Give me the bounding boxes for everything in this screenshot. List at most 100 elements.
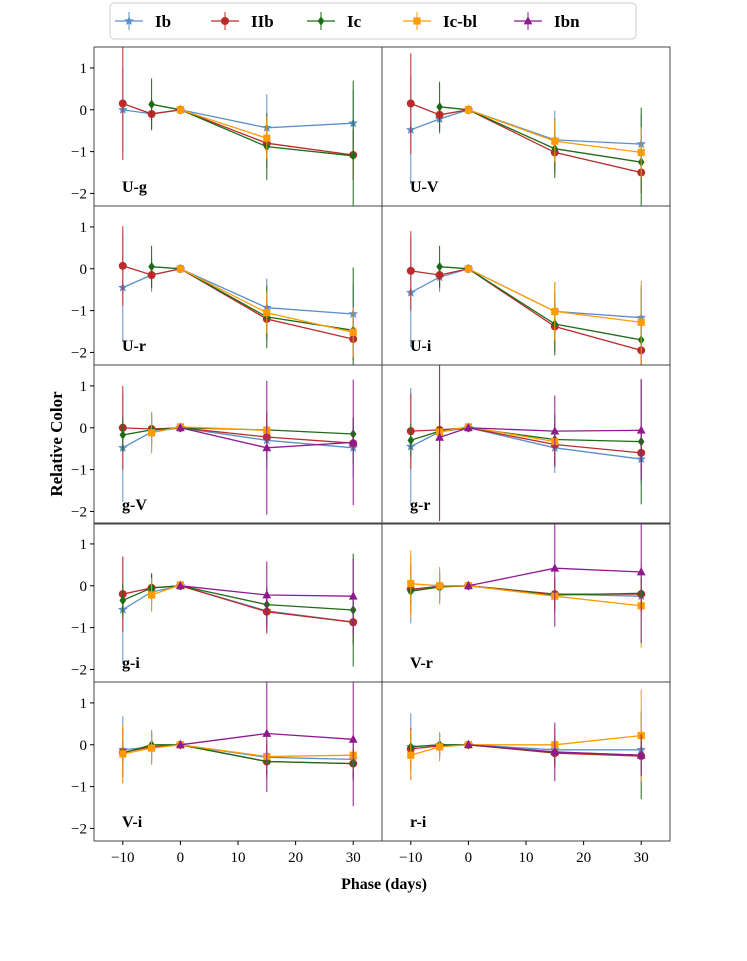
legend-marker-square [413, 17, 421, 25]
y-axis-label: Relative Color [47, 391, 66, 497]
legend-label: IIb [251, 12, 274, 31]
data-point [550, 747, 560, 756]
y-tick-label: −1 [71, 463, 87, 479]
data-point [464, 265, 472, 273]
data-point [349, 150, 357, 161]
y-tick-label: −1 [71, 304, 87, 320]
data-point [118, 261, 127, 270]
series-ic-bl [407, 550, 645, 648]
legend-label: Ibn [554, 12, 580, 31]
data-point [407, 435, 415, 446]
legend: Ib IIb Ic Ic-bl Ibn [109, 2, 637, 40]
series-line [410, 585, 642, 596]
data-point [348, 734, 358, 743]
data-point [636, 750, 646, 759]
panel-label: U-r [122, 338, 146, 355]
series-iib [406, 231, 646, 365]
series-ib [406, 75, 646, 185]
series-ib [118, 557, 358, 662]
data-point [636, 567, 646, 576]
data-point [176, 422, 185, 432]
series-iib [118, 226, 358, 360]
panel-plot-area [406, 523, 646, 648]
series-ib [406, 238, 646, 348]
series-ic-bl [407, 689, 645, 782]
series-ibn [435, 365, 646, 522]
y-tick-label: 0 [80, 579, 88, 595]
series-ic-bl [176, 105, 271, 160]
legend-label: Ib [155, 12, 171, 31]
data-point [263, 309, 271, 317]
panel-v-i: V-i−2−101−10 0 10 20 30 [71, 681, 383, 866]
panel-plot-area [118, 47, 358, 206]
data-point [407, 751, 415, 759]
panel-plot-area [118, 682, 358, 807]
data-point [550, 563, 560, 572]
series-ib [406, 556, 646, 624]
data-point [636, 425, 646, 434]
x-axis-label: Phase (days) [341, 876, 427, 893]
legend-entry-ib: Ib [115, 12, 171, 31]
x-tick-label: 10 [231, 850, 246, 866]
panel-plot-area [118, 226, 358, 365]
series-line [410, 102, 642, 174]
series-ic-bl [148, 578, 184, 612]
legend-label: Ic-bl [443, 12, 477, 31]
data-point [551, 137, 559, 145]
series-line [151, 584, 181, 596]
data-point [148, 591, 156, 599]
legend-entry-ic: Ic [307, 12, 362, 31]
series-line [410, 268, 642, 319]
legend-marker-star [124, 16, 134, 25]
data-point [348, 591, 358, 600]
data-point [262, 728, 272, 737]
data-point [348, 437, 358, 446]
series-ic-bl [464, 264, 645, 365]
series-ib [406, 388, 646, 506]
legend-entry-ic-bl: Ic-bl [403, 12, 477, 31]
series-line [151, 103, 354, 157]
data-point [406, 99, 415, 108]
series-line [410, 109, 642, 145]
series-line [439, 266, 642, 341]
data-point [119, 750, 127, 758]
panel-u-r: U-r −2 −1 0 1 [71, 205, 383, 366]
series-line [410, 268, 642, 352]
data-point [464, 422, 473, 432]
panel-frame [381, 364, 671, 525]
y-tick-label: −1 [71, 145, 87, 161]
series-line [439, 106, 642, 163]
y-tick-label: −2 [71, 821, 87, 837]
data-point [436, 102, 443, 112]
legend-marker-diamond [317, 16, 325, 26]
series-ib [118, 393, 358, 503]
panel-plot-area [118, 379, 358, 515]
data-point [119, 595, 127, 606]
y-tick-label: −2 [71, 186, 87, 202]
x-tick-label: 0 [177, 850, 185, 866]
y-tick-label: 1 [80, 379, 88, 395]
series-ibn [464, 722, 646, 782]
panel-plot-area [406, 365, 646, 522]
series-iib [118, 556, 358, 644]
y-tick-label: −2 [71, 504, 87, 520]
data-point [464, 739, 473, 749]
data-point [119, 430, 127, 440]
series-line [122, 268, 354, 315]
panel-label: g-i [122, 655, 140, 672]
panel-g-r: g-r [381, 364, 671, 525]
series-iib [118, 385, 358, 470]
panel-label: V-i [122, 814, 143, 831]
series-ic-bl [176, 264, 357, 358]
x-tick-label: 30 [634, 850, 649, 866]
panel-g-v: g-V −2 −1 0 1 [71, 364, 383, 525]
y-tick-label: 1 [80, 220, 88, 236]
legend-label: Ic [347, 12, 362, 31]
legend-marker-triangle [523, 16, 533, 25]
data-point [118, 99, 127, 108]
panel-u-i: U-i [381, 205, 671, 366]
data-point [176, 265, 184, 273]
y-tick-label: 1 [80, 696, 88, 712]
y-tick-label: −2 [71, 345, 87, 361]
data-point [176, 106, 184, 114]
